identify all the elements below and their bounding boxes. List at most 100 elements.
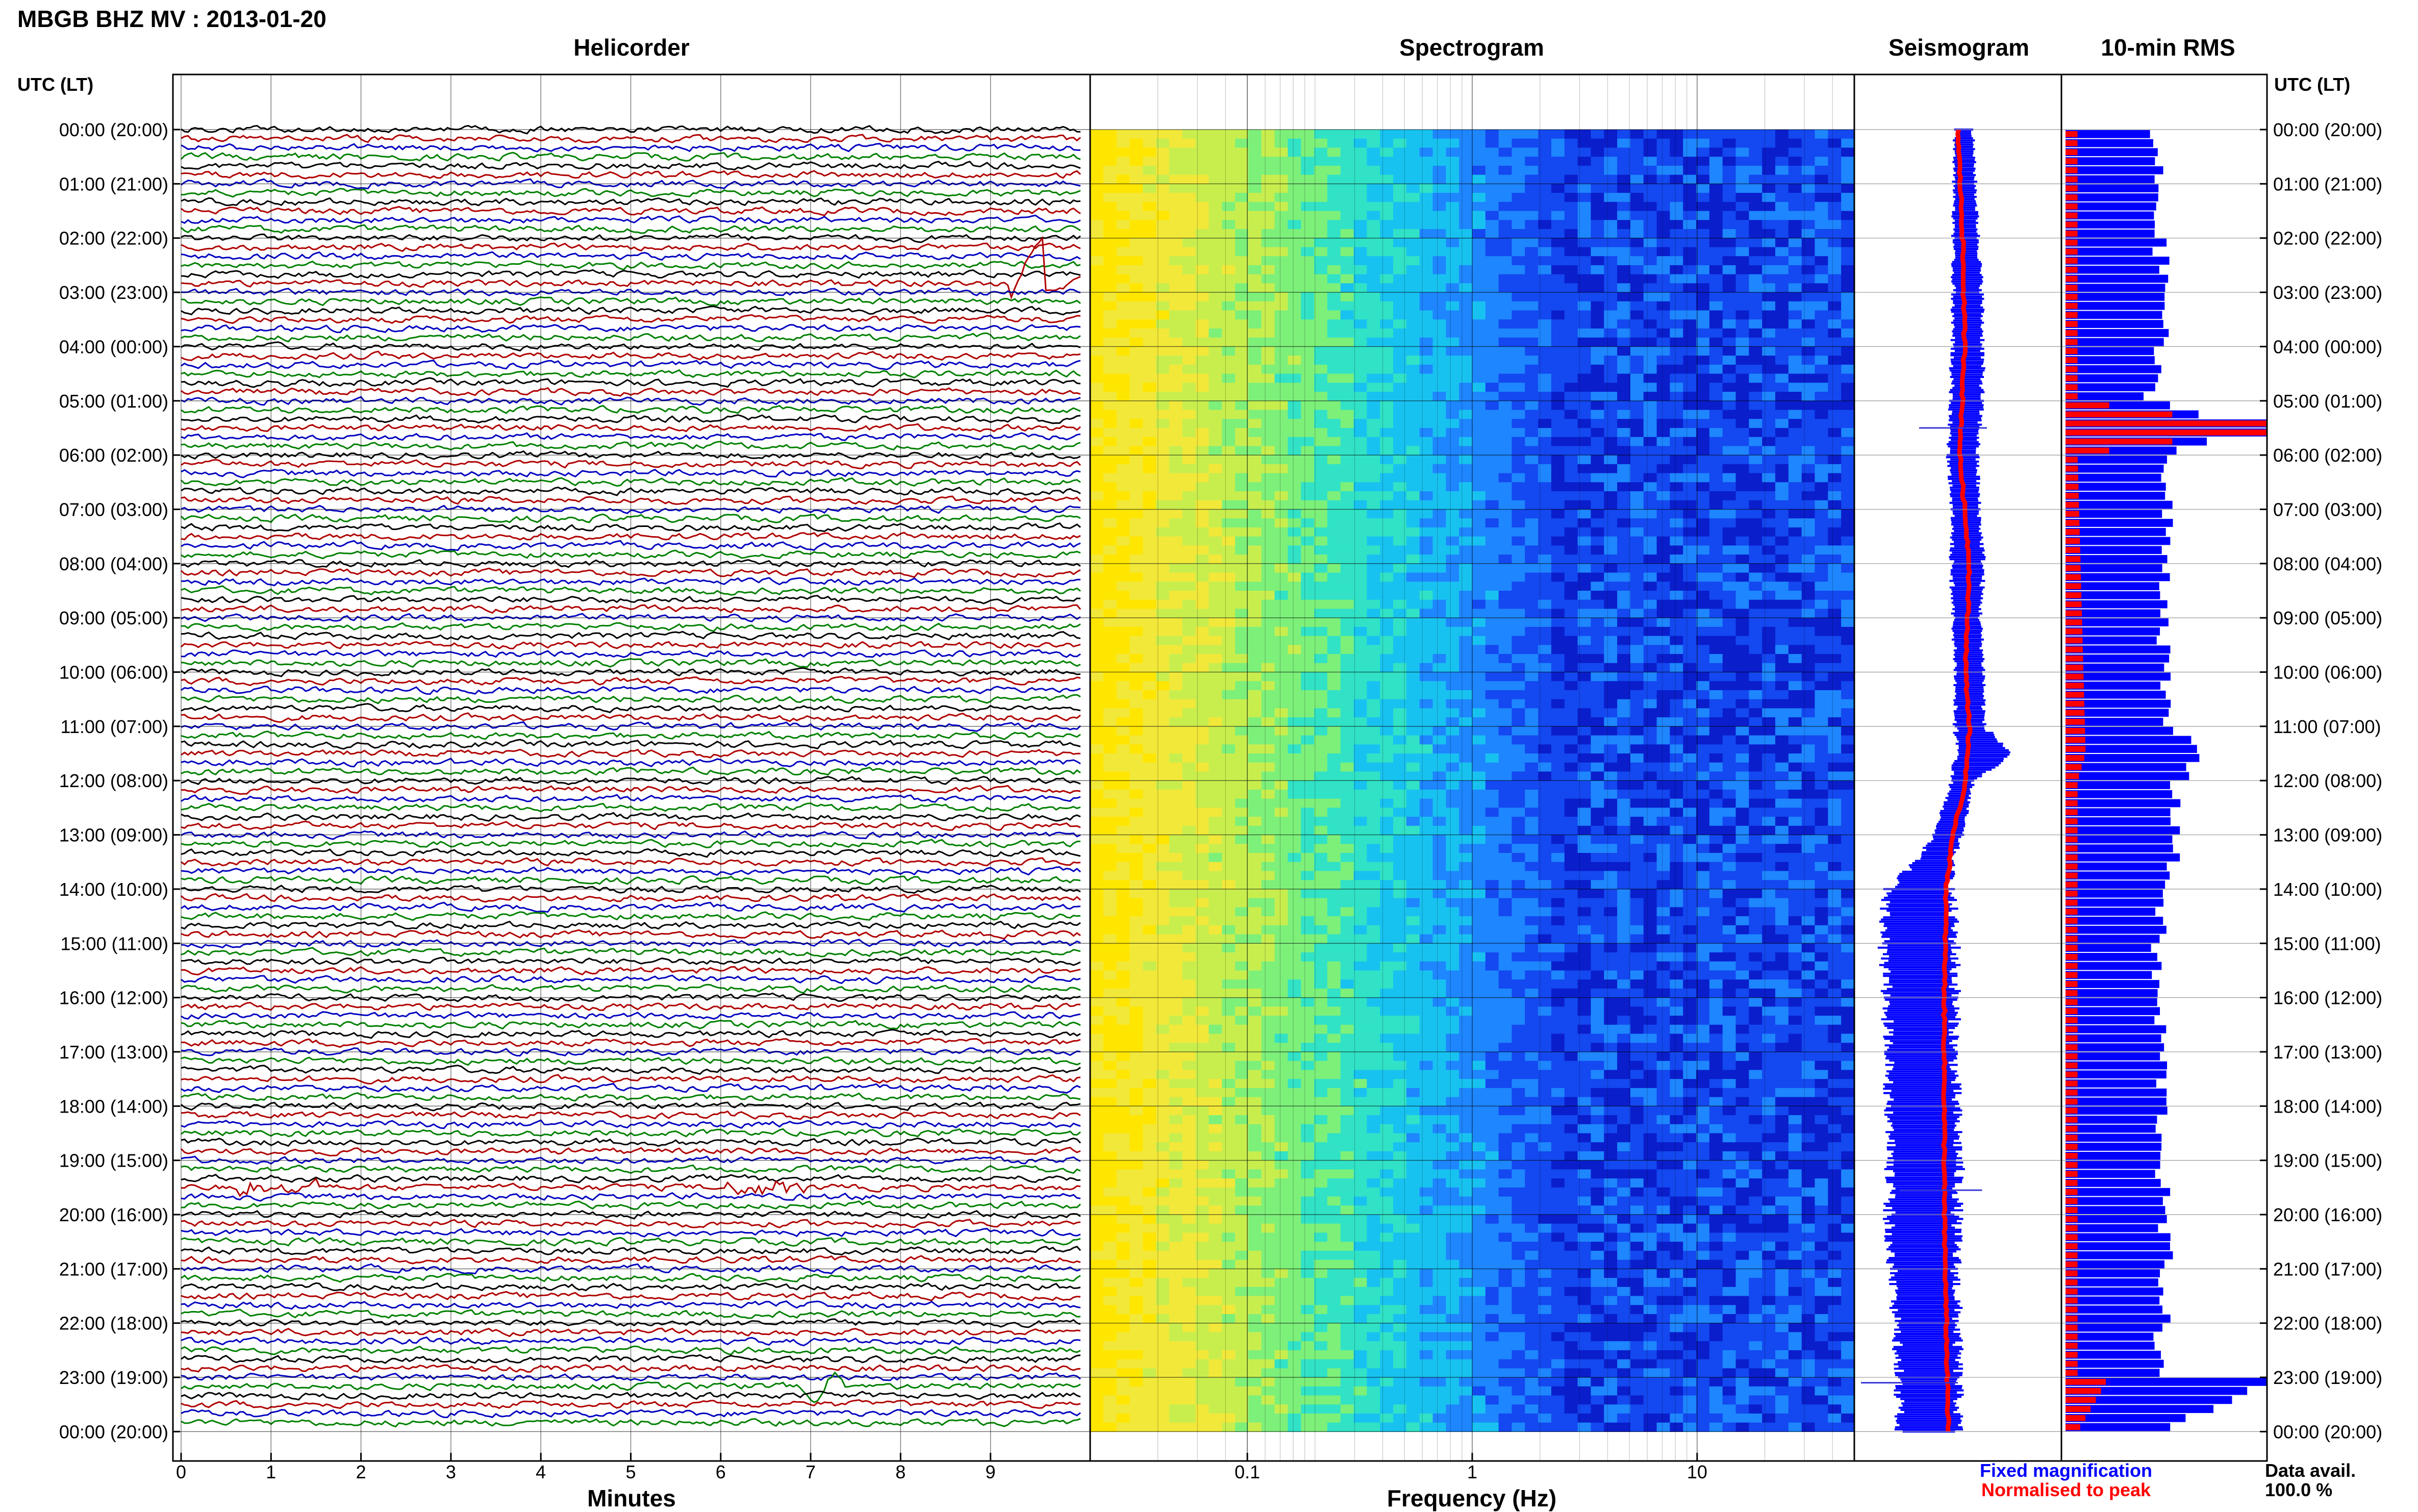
spectrogram-cell [1604,473,1618,483]
spectrogram-cell [1630,130,1644,139]
spectrogram-cell [1485,265,1499,275]
spectrogram-cell [1775,392,1789,401]
spectrogram-cell [1683,201,1697,212]
spectrogram-cell [1683,138,1697,148]
spectrogram-cell [1762,771,1776,781]
spectrogram-cell [1670,726,1683,736]
spectrogram-cell [1709,672,1723,682]
spectrogram-cell [1604,599,1618,610]
spectrogram-cell [1683,771,1697,781]
spectrogram-cell [1801,636,1816,645]
spectrogram-cell [1630,509,1644,519]
spectrogram-cell [1169,364,1183,374]
spectrogram-cell [1841,636,1854,645]
spectrogram-cell [1222,464,1236,474]
spectrogram-cell [1261,446,1275,456]
spectrogram-cell [1604,672,1618,682]
spectrogram-cell [1735,427,1749,438]
spectrogram-cell [1314,717,1328,727]
spectrogram-cell [1512,265,1525,275]
spectrogram-cell [1722,165,1736,175]
spectrogram-cell [1828,563,1842,573]
spectrogram-cell [1208,762,1222,772]
spectrogram-cell [1261,708,1275,718]
spectrogram-cell [1828,319,1842,329]
spectrogram-cell [1090,825,1104,836]
spectrogram-cell [1261,853,1275,863]
spectrogram-cell [1512,229,1525,239]
spectrogram-cell [1288,193,1301,203]
spectrogram-cell [1446,871,1459,880]
spectrogram-cell [1775,211,1789,220]
spectrogram-cell [1129,898,1143,908]
spectrogram-cell [1380,636,1394,645]
spectrogram-cell [1709,310,1723,320]
spectrogram-cell [1683,572,1697,582]
spectrogram-cell [1617,808,1631,817]
spectrogram-cell [1683,174,1697,184]
spectrogram-cell [1169,636,1183,645]
spectrogram-cell [1472,735,1486,745]
spectrogram-cell [1208,626,1222,637]
spectrogram-cell [1762,274,1776,284]
spectrogram-cell [1301,419,1315,429]
spectrogram-cell [1762,871,1776,880]
spectrogram-cell [1367,473,1380,483]
spectrogram-cell [1353,717,1367,727]
spectrogram-cell [1498,626,1513,637]
spectrogram-cell [1801,419,1816,429]
spectrogram-cell [1327,808,1341,817]
spectrogram-cell [1670,771,1683,781]
spectrogram-cell [1432,636,1446,645]
spectrogram-cell [1419,147,1433,157]
spectrogram-cell [1393,328,1407,338]
spectrogram-cell [1498,437,1513,446]
spectrogram-cell [1841,699,1854,709]
spectrogram-cell [1815,880,1828,890]
spectrogram-cell [1775,157,1789,166]
spectrogram-cell [1841,455,1854,465]
spectrogram-cell [1604,346,1618,356]
spectrogram-cell [1577,310,1592,320]
spectrogram-cell [1393,229,1407,239]
spectrogram-cell [1828,726,1842,736]
spectrogram-cell [1288,437,1301,446]
spectrogram-cell [1090,844,1104,853]
spectrogram-cell [1472,364,1486,374]
spectrogram-cell [1367,427,1380,438]
spectrogram-cell [1696,536,1710,546]
spectrogram-cell [1815,726,1828,736]
spectrogram-cell [1235,229,1249,239]
spectrogram-cell [1525,419,1539,429]
spectrogram-cell [1709,427,1723,438]
spectrogram-cell [1169,211,1183,220]
spectrogram-cell [1446,165,1459,175]
spectrogram-cell [1788,862,1802,872]
spectrogram-cell [1538,437,1552,446]
spectrogram-cell [1103,681,1117,691]
spectrogram-cell [1788,165,1802,175]
spectrogram-cell [1604,274,1618,284]
spectrogram-cell [1288,373,1301,383]
spectrogram-cell [1722,491,1736,501]
spectrogram-cell [1156,880,1170,890]
spectrogram-cell [1472,898,1486,908]
spectrogram-cell [1577,618,1592,627]
spectrogram-cell [1815,808,1828,817]
spectrogram-cell [1446,771,1459,781]
spectrogram-cell [1208,220,1222,230]
spectrogram-cell [1709,473,1723,483]
spectrogram-cell [1643,762,1657,772]
spectrogram-cell [1749,319,1762,329]
spectrogram-cell [1512,609,1525,618]
spectrogram-cell [1643,473,1657,483]
spectrogram-cell [1472,211,1486,220]
spectrogram-cell [1538,862,1552,872]
spectrogram-cell [1288,590,1301,600]
spectrogram-cell [1762,220,1776,230]
spectrogram-cell [1630,609,1644,618]
spectrogram-cell [1551,717,1565,727]
spectrogram-cell [1735,798,1749,808]
spectrogram-cell [1525,717,1539,727]
spectrogram-cell [1696,572,1710,582]
